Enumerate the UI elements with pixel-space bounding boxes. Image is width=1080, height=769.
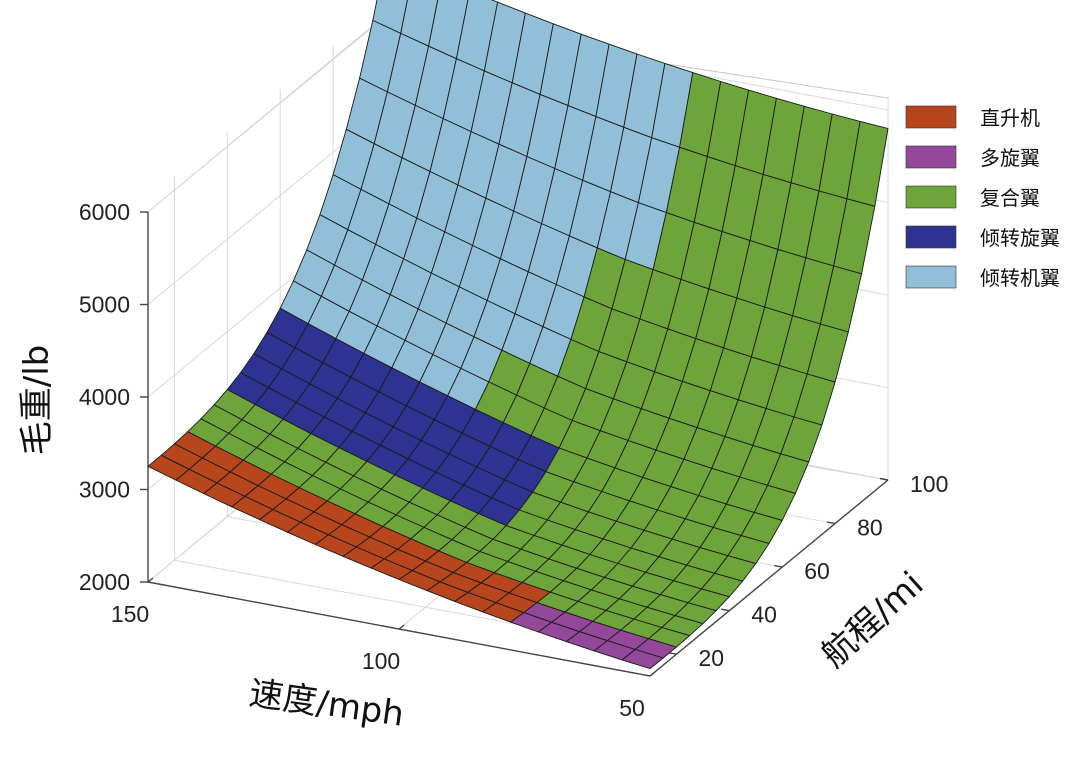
x-tick-mark bbox=[649, 671, 656, 677]
x-tick-mark bbox=[147, 577, 154, 583]
y-axis-ticks: 20 40 60 80 100 bbox=[668, 471, 948, 671]
legend-label: 倾转机翼 bbox=[980, 266, 1060, 290]
y-tick-mark bbox=[774, 564, 783, 568]
legend-label: 直升机 bbox=[980, 106, 1040, 130]
y-tick-mark bbox=[721, 608, 730, 612]
y-axis-title: 航程/mi bbox=[814, 564, 931, 675]
x-tick-label: 100 bbox=[362, 648, 400, 674]
x-tick-label: 150 bbox=[111, 601, 149, 627]
y-tick-mark bbox=[668, 652, 677, 655]
y-tick-mark bbox=[879, 477, 889, 481]
z-tick-label: 4000 bbox=[79, 384, 130, 410]
legend-swatch bbox=[905, 225, 957, 249]
x-axis-title: 速度/mph bbox=[247, 673, 407, 734]
z-axis-ticks: 2000 3000 4000 5000 6000 bbox=[79, 199, 148, 595]
z-tick-label: 2000 bbox=[79, 569, 130, 595]
x-tick-mark bbox=[398, 624, 405, 630]
y-tick-label: 20 bbox=[698, 645, 724, 671]
legend-swatch bbox=[905, 265, 957, 289]
surface-mesh bbox=[147, 0, 889, 670]
y-tick-label: 80 bbox=[857, 515, 883, 541]
z-axis-title: 毛重/lb bbox=[17, 345, 57, 455]
legend-label: 倾转旋翼 bbox=[980, 226, 1060, 250]
grid-line bbox=[147, 15, 387, 213]
y-tick-label: 40 bbox=[751, 602, 777, 628]
legend-swatch bbox=[905, 185, 957, 209]
x-tick-label: 50 bbox=[619, 695, 645, 721]
legend-label: 多旋翼 bbox=[980, 146, 1040, 170]
y-tick-label: 60 bbox=[804, 558, 830, 584]
legend-swatch bbox=[905, 145, 957, 169]
surface-cell bbox=[621, 649, 664, 670]
y-tick-mark bbox=[826, 521, 836, 525]
z-tick-label: 6000 bbox=[79, 199, 130, 225]
y-tick-label: 100 bbox=[910, 471, 948, 497]
legend-swatch bbox=[905, 105, 957, 129]
x-axis-ticks: 150 100 50 bbox=[111, 577, 656, 721]
z-tick-label: 3000 bbox=[79, 477, 130, 503]
z-tick-label: 5000 bbox=[79, 292, 130, 318]
legend-label: 复合翼 bbox=[980, 186, 1040, 210]
